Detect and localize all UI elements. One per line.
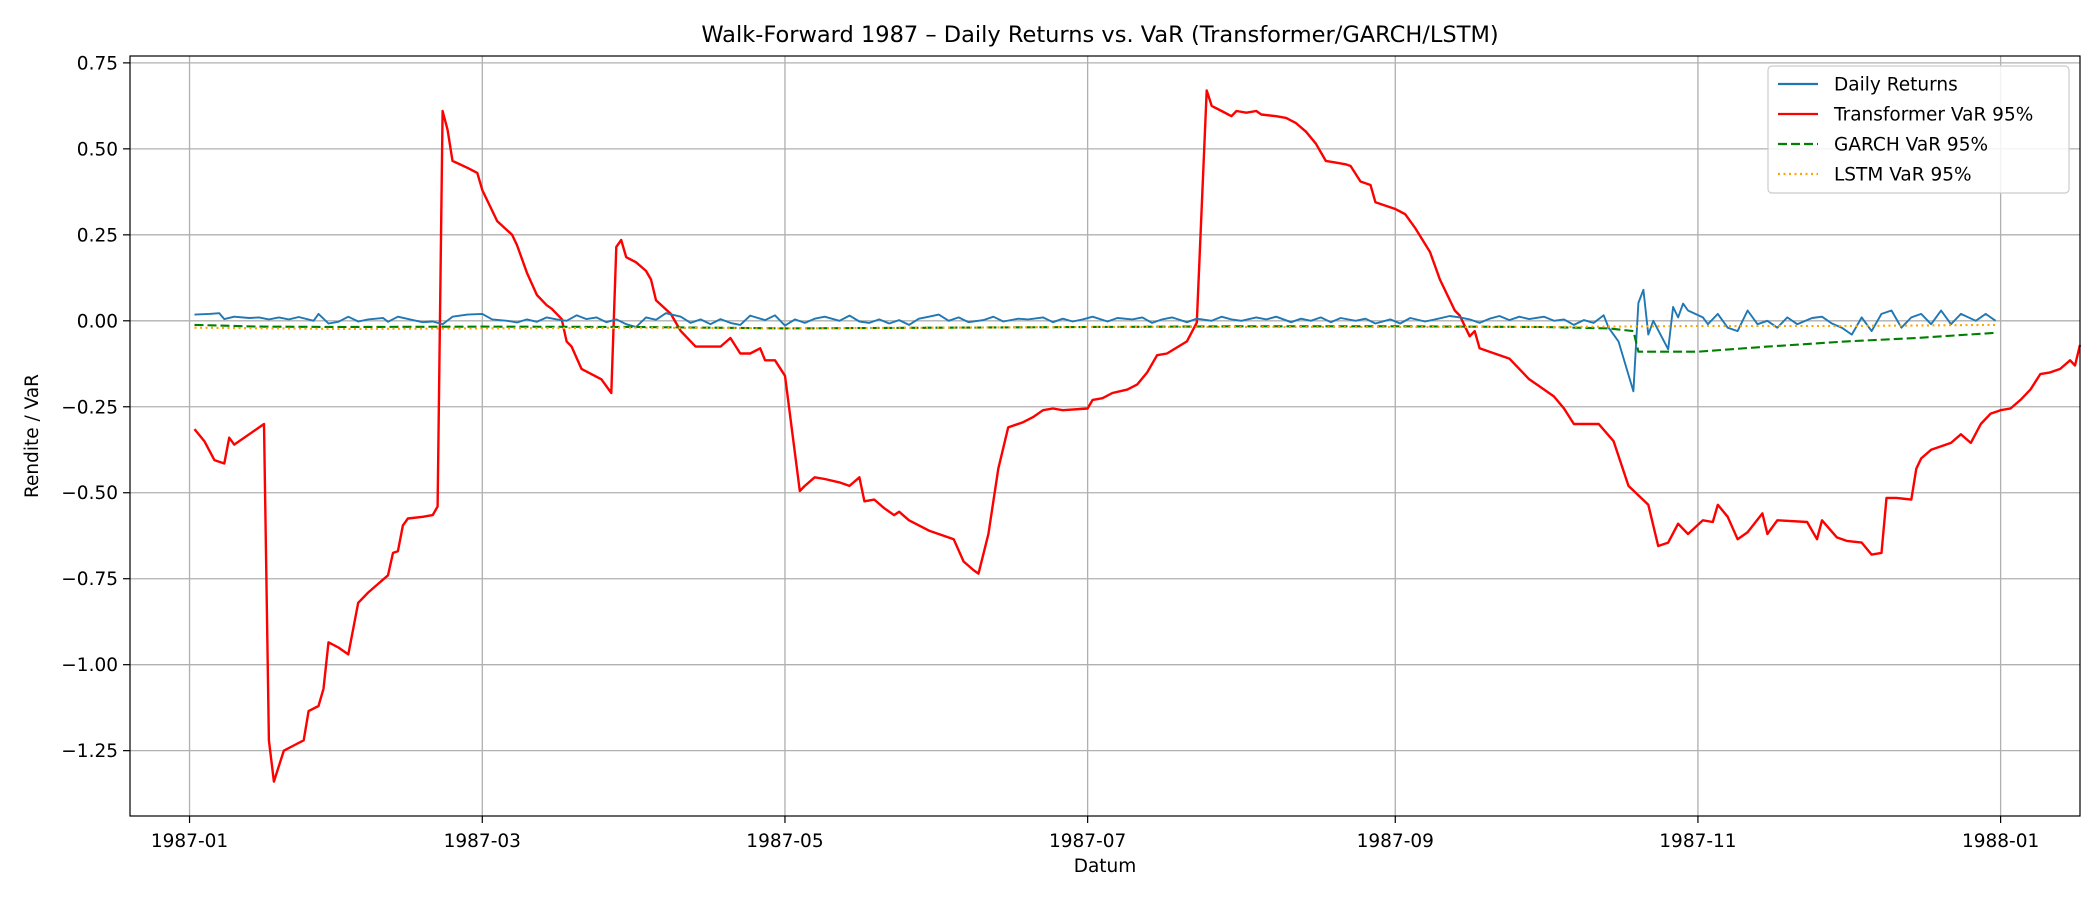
series-line-0 [194, 288, 1997, 393]
plot-frame [129, 55, 2081, 817]
x-axis-title: Datum [1074, 856, 1137, 877]
x-tick-label: 1987-05 [746, 831, 823, 852]
legend-box [1767, 65, 2070, 194]
legend-label: Transformer VaR 95% [1833, 105, 2033, 126]
y-axis: 0.75 0.50 0.25 0.00 −0.25 −0.50 −0.75 −1.00 −1.2… [61, 53, 130, 762]
y-axis-title: Rendite / VaR [22, 374, 43, 498]
chart-title: Walk-Forward 1987 – Daily Returns vs. Va… [701, 22, 1498, 48]
x-tick-label: 1988-01 [1962, 831, 2039, 852]
series-line-3 [194, 323, 1996, 331]
x-tick-label: 1987-07 [1049, 831, 1126, 852]
y-tick-label: 0.00 [77, 311, 118, 332]
series-line-1 [193, 89, 2082, 783]
legend-label: GARCH VaR 95% [1834, 135, 1988, 156]
y-tick-label: −1.25 [61, 741, 118, 762]
x-tick-label: 1987-09 [1357, 831, 1434, 852]
x-tick-label: 1987-03 [444, 831, 521, 852]
y-tick-label: −0.25 [61, 397, 118, 418]
legend: Daily Returns Transformer VaR 95% GARCH Va… [1767, 65, 2070, 194]
y-tick-label: −0.75 [61, 569, 118, 590]
y-tick-label: −1.00 [61, 655, 118, 676]
grid [130, 56, 2080, 816]
legend-label: Daily Returns [1834, 75, 1958, 96]
legend-label: LSTM VaR 95% [1834, 165, 1972, 186]
y-tick-label: 0.50 [77, 139, 118, 160]
y-tick-label: −0.50 [61, 483, 118, 504]
y-tick-label: 0.75 [77, 53, 118, 74]
y-tick-label: 0.25 [77, 225, 118, 246]
x-tick-label: 1987-01 [151, 831, 228, 852]
series-layer [193, 89, 2082, 783]
x-axis: 1987-01 1987-03 1987-05 1987-07 1987-09 1987-… [151, 816, 2039, 852]
x-tick-label: 1987-11 [1659, 831, 1736, 852]
